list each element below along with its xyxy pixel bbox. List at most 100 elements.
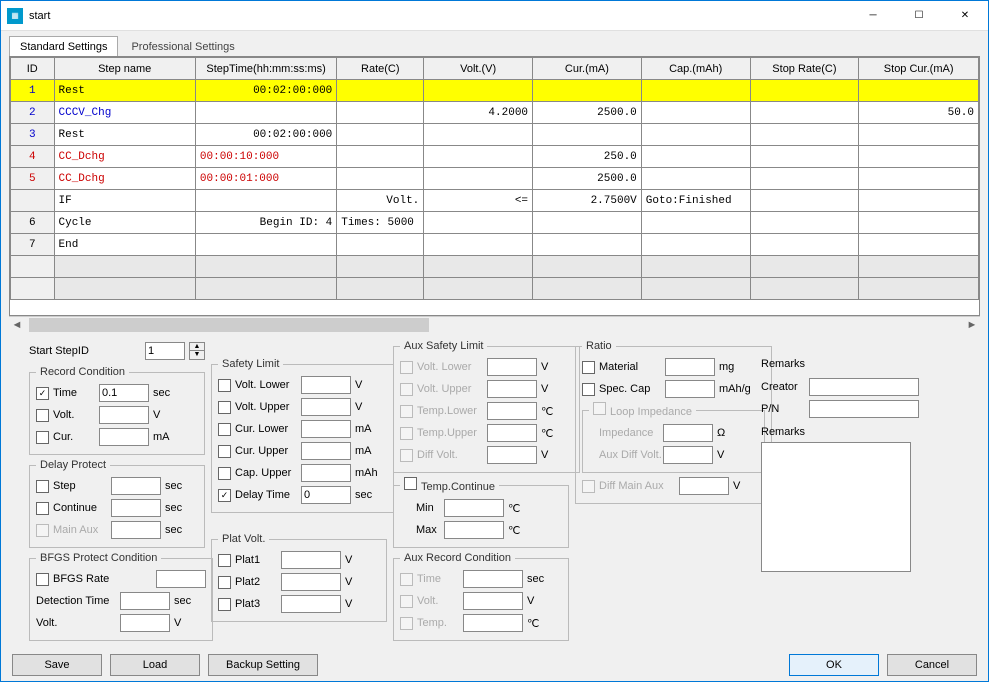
backup-button[interactable]: Backup Setting bbox=[208, 654, 318, 676]
grid-cell[interactable] bbox=[54, 256, 195, 278]
grid-cell[interactable] bbox=[424, 80, 533, 102]
close-button[interactable]: ✕ bbox=[942, 1, 988, 31]
column-header[interactable]: StepTime(hh:mm:ss:ms) bbox=[195, 58, 336, 80]
grid-cell[interactable]: IF bbox=[54, 190, 195, 212]
time-checkbox[interactable] bbox=[36, 387, 49, 400]
grid-cell[interactable] bbox=[859, 146, 979, 168]
grid-cell[interactable] bbox=[337, 278, 424, 300]
grid-cell[interactable] bbox=[859, 168, 979, 190]
detection-time-input[interactable] bbox=[120, 592, 170, 610]
grid-cell[interactable]: <= bbox=[424, 190, 533, 212]
material-checkbox[interactable] bbox=[582, 361, 595, 374]
row-id[interactable]: 1 bbox=[11, 80, 55, 102]
auxdiffvolt-input[interactable] bbox=[663, 446, 713, 464]
grid-cell[interactable] bbox=[750, 256, 859, 278]
clow-input[interactable] bbox=[301, 420, 351, 438]
column-header[interactable]: Cur.(mA) bbox=[533, 58, 642, 80]
grid-cell[interactable] bbox=[859, 234, 979, 256]
load-button[interactable]: Load bbox=[110, 654, 200, 676]
aux-tup-input[interactable] bbox=[487, 424, 537, 442]
start-stepid-spinner[interactable]: ▲▼ bbox=[189, 342, 205, 360]
step-input[interactable] bbox=[111, 477, 161, 495]
grid-cell[interactable]: 00:02:00:000 bbox=[195, 124, 336, 146]
volt-checkbox[interactable] bbox=[36, 409, 49, 422]
grid-cell[interactable] bbox=[54, 278, 195, 300]
grid-cell[interactable] bbox=[641, 256, 750, 278]
delaytime-input[interactable] bbox=[301, 486, 351, 504]
grid-cell[interactable] bbox=[641, 278, 750, 300]
grid-cell[interactable] bbox=[859, 278, 979, 300]
step-checkbox[interactable] bbox=[36, 480, 49, 493]
clow-checkbox[interactable] bbox=[218, 423, 231, 436]
continue-checkbox[interactable] bbox=[36, 502, 49, 515]
grid-cell[interactable] bbox=[859, 80, 979, 102]
scroll-right-icon[interactable]: ► bbox=[964, 319, 980, 331]
grid-cell[interactable] bbox=[533, 278, 642, 300]
row-id[interactable]: 3 bbox=[11, 124, 55, 146]
grid-cell[interactable] bbox=[337, 80, 424, 102]
column-header[interactable]: Volt.(V) bbox=[424, 58, 533, 80]
vup-input[interactable] bbox=[301, 398, 351, 416]
pn-input[interactable] bbox=[809, 400, 919, 418]
grid-cell[interactable] bbox=[424, 124, 533, 146]
capup-checkbox[interactable] bbox=[218, 467, 231, 480]
grid-cell[interactable]: Goto:Finished bbox=[641, 190, 750, 212]
row-id[interactable]: 2 bbox=[11, 102, 55, 124]
grid-cell[interactable]: Volt. bbox=[337, 190, 424, 212]
grid-cell[interactable]: Times: 5000 bbox=[337, 212, 424, 234]
grid-cell[interactable]: 2500.0 bbox=[533, 102, 642, 124]
grid-cell[interactable] bbox=[195, 278, 336, 300]
aux-time-input[interactable] bbox=[463, 570, 523, 588]
impedance-input[interactable] bbox=[663, 424, 713, 442]
grid-cell[interactable] bbox=[641, 102, 750, 124]
row-id[interactable]: 5 bbox=[11, 168, 55, 190]
grid-cell[interactable] bbox=[750, 168, 859, 190]
volt-input[interactable] bbox=[99, 406, 149, 424]
aux-tlow-input[interactable] bbox=[487, 402, 537, 420]
grid-cell[interactable] bbox=[195, 234, 336, 256]
grid-cell[interactable] bbox=[337, 234, 424, 256]
temp-min-input[interactable] bbox=[444, 499, 504, 517]
grid-cell[interactable] bbox=[859, 190, 979, 212]
creator-input[interactable] bbox=[809, 378, 919, 396]
grid-cell[interactable] bbox=[641, 234, 750, 256]
grid-cell[interactable]: 00:02:00:000 bbox=[195, 80, 336, 102]
grid-cell[interactable] bbox=[533, 234, 642, 256]
plat1-input[interactable] bbox=[281, 551, 341, 569]
grid-cell[interactable] bbox=[641, 168, 750, 190]
grid-cell[interactable]: CCCV_Chg bbox=[54, 102, 195, 124]
vlow-input[interactable] bbox=[301, 376, 351, 394]
grid-cell[interactable]: Rest bbox=[54, 124, 195, 146]
row-id[interactable]: 7 bbox=[11, 234, 55, 256]
grid-cell[interactable] bbox=[533, 80, 642, 102]
aux-vlow-input[interactable] bbox=[487, 358, 537, 376]
scroll-thumb[interactable] bbox=[29, 318, 429, 332]
tab-standard[interactable]: Standard Settings bbox=[9, 36, 118, 57]
grid-cell[interactable] bbox=[337, 102, 424, 124]
row-id[interactable] bbox=[11, 190, 55, 212]
scroll-left-icon[interactable]: ◄ bbox=[9, 319, 25, 331]
grid-cell[interactable] bbox=[195, 190, 336, 212]
mainaux-input[interactable] bbox=[111, 521, 161, 539]
grid-cell[interactable]: Cycle bbox=[54, 212, 195, 234]
steps-grid[interactable]: IDStep nameStepTime(hh:mm:ss:ms)Rate(C)V… bbox=[9, 56, 980, 316]
grid-cell[interactable] bbox=[641, 80, 750, 102]
aux-vup-input[interactable] bbox=[487, 380, 537, 398]
grid-cell[interactable] bbox=[533, 124, 642, 146]
vup-checkbox[interactable] bbox=[218, 401, 231, 414]
remarks-textarea[interactable] bbox=[761, 442, 911, 572]
aux-diff-input[interactable] bbox=[487, 446, 537, 464]
aux-volt-input[interactable] bbox=[463, 592, 523, 610]
cup-checkbox[interactable] bbox=[218, 445, 231, 458]
material-input[interactable] bbox=[665, 358, 715, 376]
row-id[interactable]: 6 bbox=[11, 212, 55, 234]
grid-cell[interactable]: Begin ID: 4 bbox=[195, 212, 336, 234]
time-input[interactable] bbox=[99, 384, 149, 402]
grid-cell[interactable] bbox=[859, 256, 979, 278]
maximize-button[interactable]: ☐ bbox=[896, 1, 942, 31]
bfgs-rate-checkbox[interactable] bbox=[36, 573, 49, 586]
grid-cell[interactable] bbox=[337, 256, 424, 278]
aux-temp-input[interactable] bbox=[463, 614, 523, 632]
speccap-checkbox[interactable] bbox=[582, 383, 595, 396]
grid-cell[interactable] bbox=[641, 146, 750, 168]
